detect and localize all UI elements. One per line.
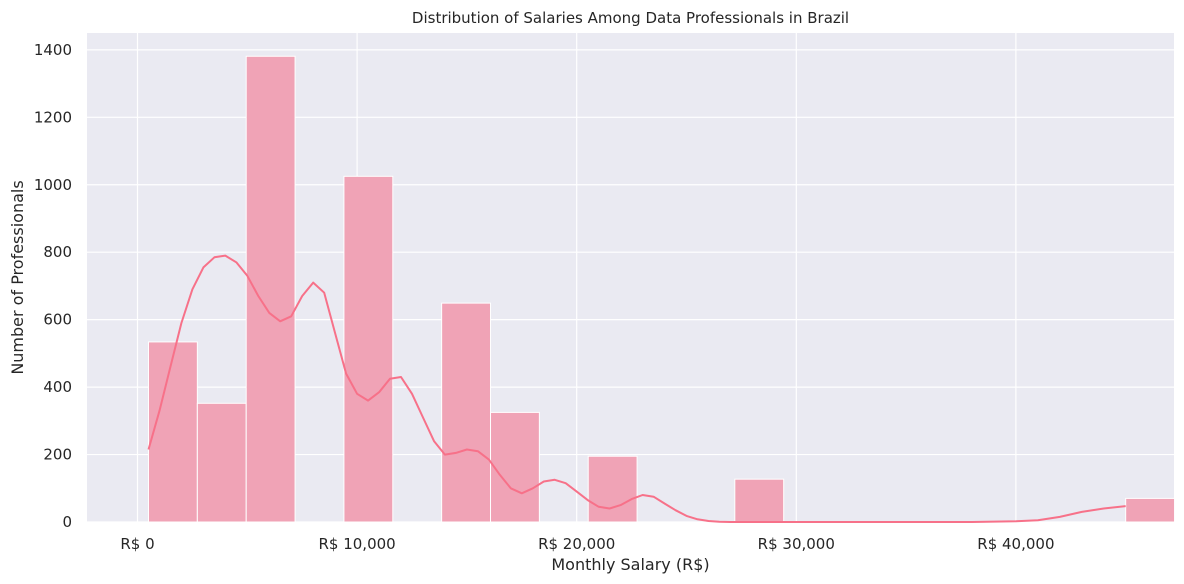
histogram-bar <box>343 175 394 523</box>
histogram-bar <box>441 302 492 523</box>
y-tick-label: 0 <box>62 513 72 531</box>
x-tick-label: R$ 10,000 <box>318 535 395 553</box>
x-tick-label: R$ 30,000 <box>758 535 835 553</box>
y-tick-label: 800 <box>43 243 72 261</box>
x-tick-label: R$ 20,000 <box>538 535 615 553</box>
y-tick-labels: 0 200 400 600 800 1000 1200 1400 <box>34 41 72 531</box>
histogram-bar <box>1125 497 1176 523</box>
histogram-bar <box>196 402 247 523</box>
chart-title: Distribution of Salaries Among Data Prof… <box>412 9 849 27</box>
y-tick-label: 1000 <box>34 176 72 194</box>
kde-line <box>147 254 1126 523</box>
x-tick-labels: R$ 0 R$ 10,000 R$ 20,000 R$ 30,000 R$ 40,000 <box>120 535 1054 553</box>
y-tick-label: 1400 <box>34 41 72 59</box>
y-tick-label: 1200 <box>34 108 72 126</box>
y-tick-label: 400 <box>43 378 72 396</box>
y-axis-label: Number of Professionals <box>8 180 27 374</box>
kde-layer <box>147 254 1126 523</box>
x-tick-label: R$ 0 <box>120 535 154 553</box>
x-axis-label: Monthly Salary (R$) <box>551 555 709 574</box>
histogram-bar <box>734 478 785 523</box>
histogram-bar <box>490 411 540 523</box>
y-tick-label: 200 <box>43 446 72 464</box>
bar-layer <box>147 55 1176 523</box>
y-tick-label: 600 <box>43 311 72 329</box>
x-tick-label: R$ 40,000 <box>977 535 1054 553</box>
histogram-bar <box>587 455 638 523</box>
histogram-bar <box>147 341 198 523</box>
